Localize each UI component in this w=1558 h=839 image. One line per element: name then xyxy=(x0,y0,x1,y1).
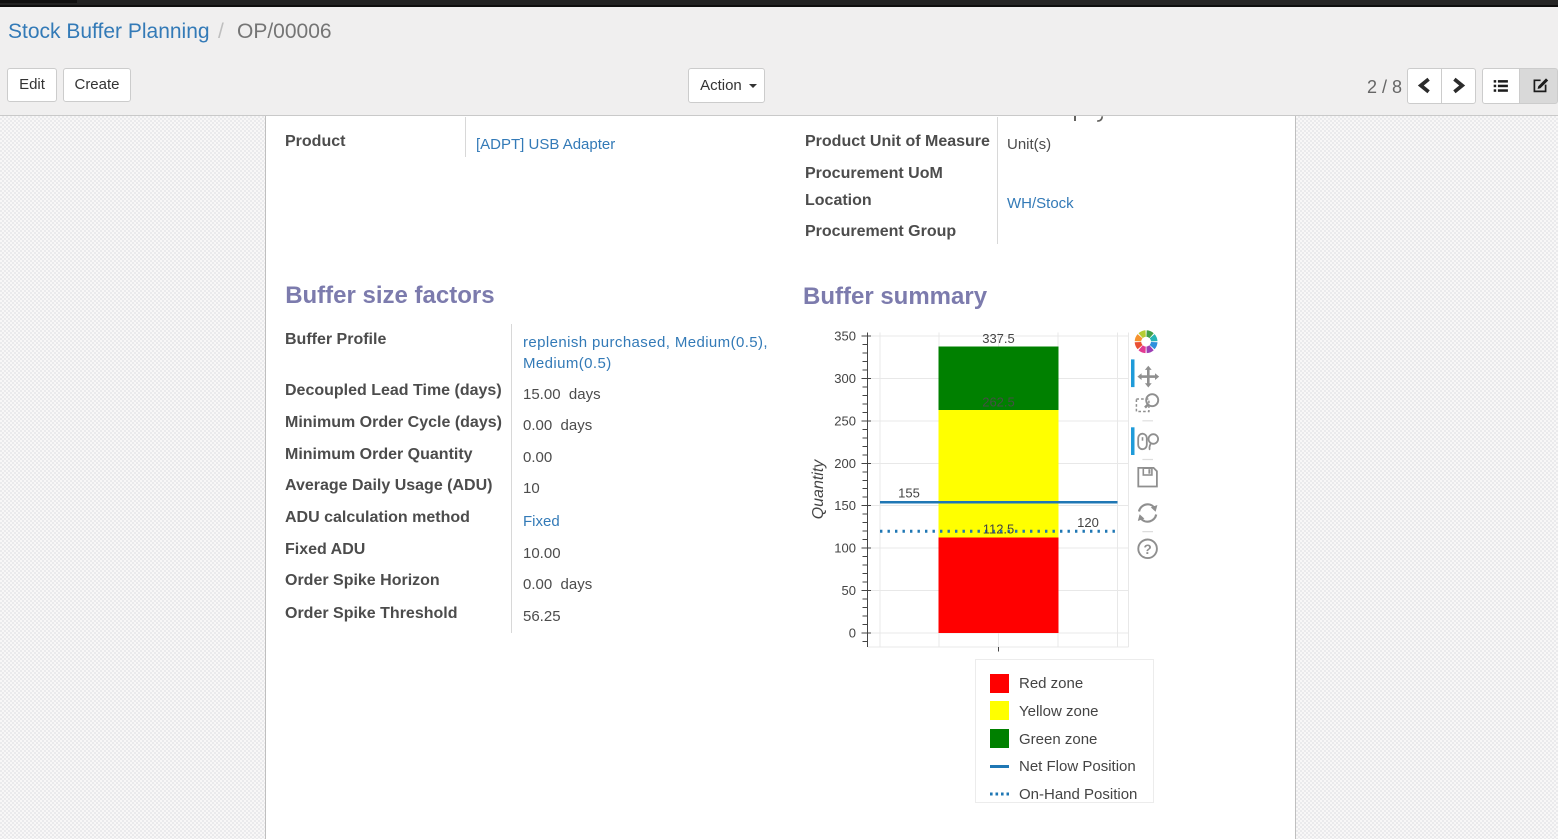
svg-text:262.5: 262.5 xyxy=(982,395,1015,410)
svg-text:100: 100 xyxy=(834,541,856,556)
svg-text:0: 0 xyxy=(849,626,856,641)
svg-text:155: 155 xyxy=(898,486,920,501)
svg-text:50: 50 xyxy=(842,583,856,598)
svg-text:350: 350 xyxy=(834,329,856,344)
svg-text:200: 200 xyxy=(834,456,856,471)
svg-text:112.5: 112.5 xyxy=(983,522,1015,537)
svg-text:150: 150 xyxy=(834,498,856,513)
svg-text:250: 250 xyxy=(834,413,856,428)
svg-text:?: ? xyxy=(1143,542,1151,557)
svg-text:Quantity: Quantity xyxy=(810,459,827,520)
svg-text:337.5: 337.5 xyxy=(982,331,1015,346)
svg-text:300: 300 xyxy=(834,371,856,386)
svg-text:120: 120 xyxy=(1077,515,1099,530)
